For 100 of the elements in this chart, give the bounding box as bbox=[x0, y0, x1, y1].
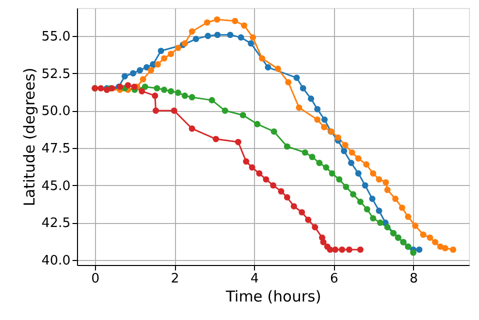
point bbox=[426, 234, 434, 241]
point bbox=[274, 66, 282, 72]
y-axis-title: Latitude (degrees) bbox=[20, 68, 39, 206]
x-tick-label: 6 bbox=[330, 272, 338, 286]
point bbox=[348, 149, 356, 156]
point bbox=[238, 34, 244, 41]
point bbox=[98, 85, 104, 92]
y-tick-label: 40.0 bbox=[42, 254, 70, 269]
point bbox=[363, 161, 370, 168]
point bbox=[412, 222, 418, 229]
point bbox=[227, 32, 234, 38]
point bbox=[342, 184, 350, 190]
point bbox=[270, 182, 276, 189]
x-tick-label: 2 bbox=[170, 272, 180, 286]
point bbox=[346, 246, 352, 253]
point bbox=[182, 92, 188, 99]
point bbox=[410, 249, 416, 256]
x-tick-label: 8 bbox=[410, 272, 418, 286]
point bbox=[142, 84, 148, 90]
point bbox=[168, 50, 174, 58]
point bbox=[450, 246, 456, 253]
point bbox=[298, 209, 306, 216]
point bbox=[258, 55, 266, 62]
point bbox=[212, 136, 220, 142]
point bbox=[320, 124, 328, 130]
point bbox=[254, 120, 260, 128]
point bbox=[285, 79, 292, 86]
point bbox=[357, 246, 364, 253]
point bbox=[154, 85, 160, 92]
y-tick-label: 47.5 bbox=[42, 142, 70, 157]
y-tick-label: 55.0 bbox=[42, 29, 70, 44]
y-tick-label: 52.5 bbox=[42, 66, 70, 82]
point bbox=[204, 32, 212, 40]
point bbox=[442, 244, 448, 252]
point bbox=[364, 206, 370, 212]
point bbox=[154, 61, 161, 68]
point bbox=[240, 22, 248, 29]
x-tick-label: 0 bbox=[91, 272, 100, 286]
point bbox=[262, 176, 270, 183]
point bbox=[188, 28, 196, 35]
point bbox=[320, 238, 327, 246]
point bbox=[342, 142, 348, 148]
point bbox=[214, 32, 221, 38]
point bbox=[192, 36, 200, 42]
point bbox=[160, 86, 168, 93]
point bbox=[270, 128, 278, 135]
point bbox=[376, 208, 382, 214]
point bbox=[290, 203, 298, 210]
point bbox=[242, 158, 250, 165]
point bbox=[232, 18, 238, 24]
point bbox=[384, 186, 391, 193]
point bbox=[168, 88, 174, 94]
point bbox=[248, 164, 256, 171]
point bbox=[278, 188, 284, 194]
point bbox=[160, 55, 168, 62]
point bbox=[355, 170, 362, 177]
point bbox=[143, 64, 150, 70]
point bbox=[204, 19, 210, 26]
point bbox=[398, 204, 406, 211]
point bbox=[248, 40, 254, 47]
point bbox=[328, 170, 336, 177]
point bbox=[302, 149, 308, 156]
point bbox=[404, 214, 412, 220]
point bbox=[370, 170, 376, 177]
point bbox=[362, 182, 368, 189]
point bbox=[370, 215, 376, 222]
point bbox=[314, 116, 321, 123]
point bbox=[264, 64, 272, 70]
point bbox=[377, 220, 384, 226]
point bbox=[312, 224, 318, 230]
point bbox=[284, 143, 290, 150]
point bbox=[369, 196, 376, 202]
point bbox=[316, 160, 323, 166]
point bbox=[357, 198, 364, 205]
point bbox=[148, 67, 154, 74]
point bbox=[152, 92, 158, 99]
point bbox=[321, 116, 328, 123]
point bbox=[384, 224, 391, 230]
point bbox=[214, 16, 220, 23]
point bbox=[138, 88, 146, 94]
point bbox=[235, 138, 242, 146]
point bbox=[382, 179, 389, 186]
point bbox=[336, 176, 342, 183]
point bbox=[376, 176, 382, 183]
point bbox=[208, 97, 216, 104]
point bbox=[174, 44, 182, 52]
point bbox=[308, 96, 314, 102]
x-tick-label: 4 bbox=[250, 272, 259, 286]
point bbox=[355, 155, 362, 162]
point bbox=[188, 125, 196, 132]
point bbox=[294, 74, 300, 81]
point bbox=[131, 84, 138, 90]
point bbox=[188, 94, 196, 100]
point bbox=[250, 34, 256, 41]
y-tick-label: 45.0 bbox=[42, 178, 70, 194]
point bbox=[420, 232, 426, 238]
point bbox=[174, 90, 182, 96]
point bbox=[140, 76, 146, 82]
point bbox=[350, 191, 356, 198]
point bbox=[124, 82, 132, 88]
